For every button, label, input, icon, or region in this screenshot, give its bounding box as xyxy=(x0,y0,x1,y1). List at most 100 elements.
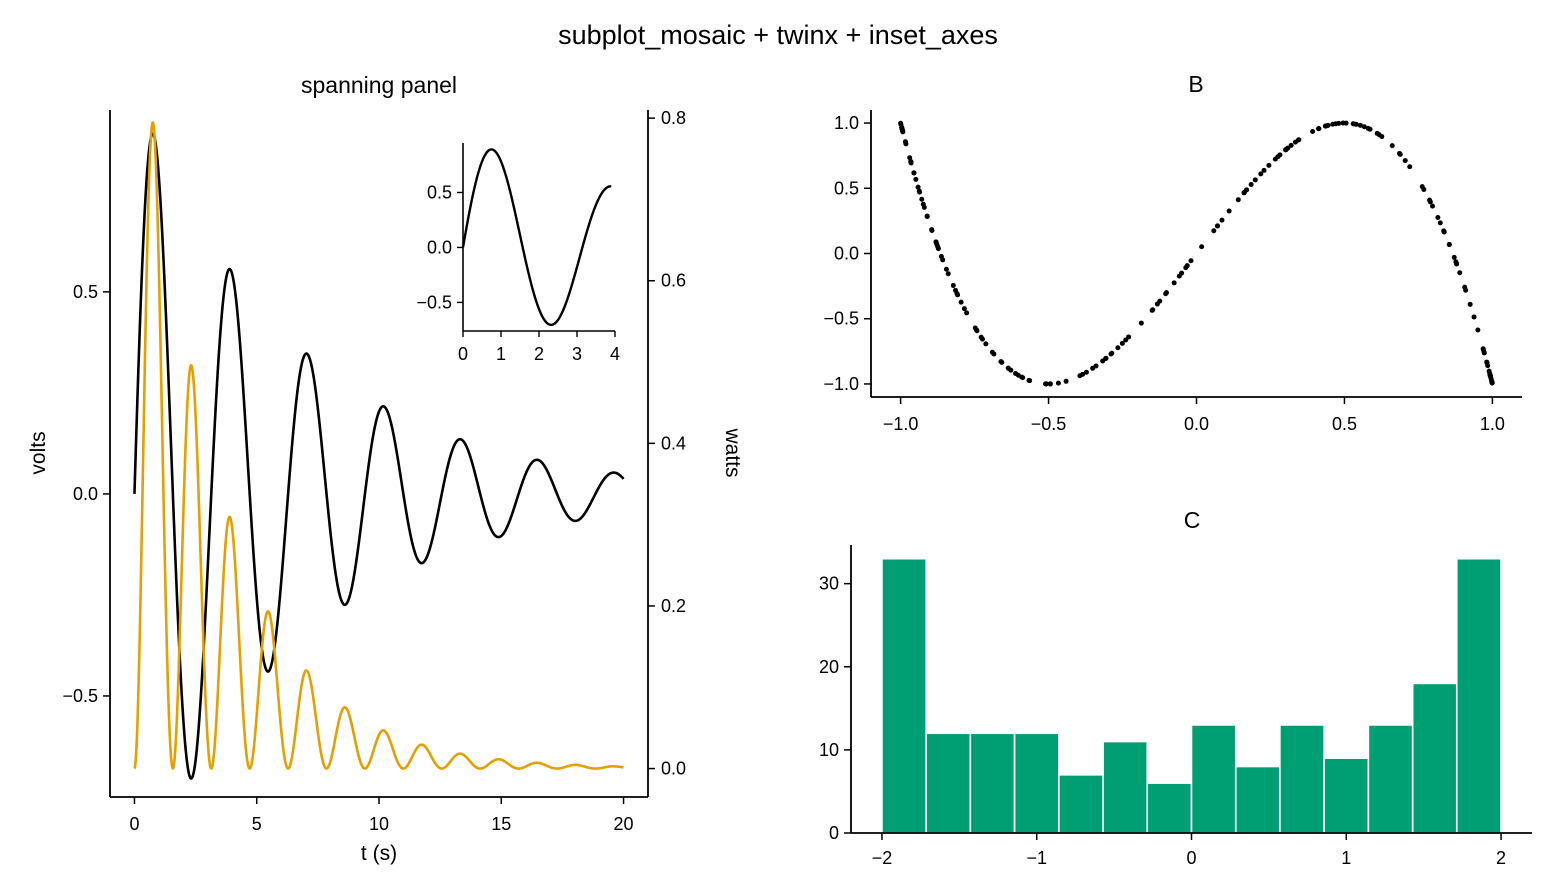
scatter-point xyxy=(1421,187,1427,193)
scatter-point xyxy=(958,299,964,305)
scatter-point xyxy=(1063,378,1069,384)
panel-c-ytick-label: 20 xyxy=(819,657,839,677)
panel-b-ytick-label: −0.5 xyxy=(823,309,859,329)
scatter-point xyxy=(1463,287,1469,293)
inset-xtick-label: 1 xyxy=(496,344,506,364)
histogram-bar xyxy=(1455,557,1502,834)
scatter-point xyxy=(989,349,995,355)
scatter-point xyxy=(1330,121,1336,127)
scatter-point xyxy=(1215,223,1221,229)
scatter-point xyxy=(1397,151,1403,157)
panel-a-y2tick-label: 0.6 xyxy=(661,271,686,291)
panel-b-xtick-label: −1.0 xyxy=(883,414,919,434)
figure-suptitle: subplot_mosaic + twinx + inset_axes xyxy=(558,20,998,50)
scatter-point xyxy=(1109,350,1115,356)
histogram-bar xyxy=(1058,774,1104,834)
panel-c-xtick-label: 0 xyxy=(1186,848,1196,868)
scatter-point xyxy=(1123,337,1129,343)
panel-c-xtick-label: 1 xyxy=(1341,848,1351,868)
panel-a-y2tick-label: 0.8 xyxy=(661,108,686,128)
panel-a-title: spanning panel xyxy=(301,72,457,98)
scatter-point xyxy=(1285,145,1291,151)
scatter-point xyxy=(945,271,951,277)
scatter-point xyxy=(1115,345,1121,351)
panel-a-xtick-label: 15 xyxy=(491,814,511,834)
scatter-point xyxy=(1481,348,1487,354)
panel-b-xtick-label: 1.0 xyxy=(1480,414,1505,434)
scatter-point xyxy=(1199,244,1205,250)
scatter-point xyxy=(955,292,961,298)
scatter-point xyxy=(1244,187,1250,193)
scatter-point xyxy=(921,204,927,210)
panel-a-ytick-label: 0.5 xyxy=(73,282,98,302)
scatter-point xyxy=(974,327,980,333)
scatter-point xyxy=(938,254,944,260)
inset-xtick-label: 2 xyxy=(534,344,544,364)
inset-xtick-label: 4 xyxy=(610,344,620,364)
scatter-point xyxy=(933,240,939,246)
panel-a-xlabel: t (s) xyxy=(361,842,397,865)
scatter-point xyxy=(1090,365,1096,371)
scatter-point xyxy=(1402,158,1408,164)
scatter-point xyxy=(1471,314,1477,320)
inset-ytick-label: 0.5 xyxy=(427,182,452,202)
scatter-point xyxy=(919,196,925,202)
histogram-bar xyxy=(969,732,1016,834)
scatter-point xyxy=(1292,139,1298,145)
scatter-point xyxy=(1288,142,1294,148)
scatter-point xyxy=(1258,171,1264,177)
scatter-point xyxy=(1055,380,1061,386)
scatter-point xyxy=(950,282,956,288)
histogram-bar xyxy=(1013,732,1060,834)
scatter-point xyxy=(1487,373,1493,379)
scatter-point xyxy=(1043,381,1049,387)
scatter-point xyxy=(1435,214,1441,220)
scatter-point xyxy=(1006,365,1012,371)
series-line-volts xyxy=(133,132,625,780)
panel-a-xtick-label: 20 xyxy=(614,814,634,834)
scatter-point xyxy=(1407,164,1413,170)
scatter-point xyxy=(1427,199,1433,205)
scatter-point xyxy=(911,170,917,176)
scatter-point xyxy=(1310,128,1316,134)
panel-b-scatter: B −1.0 −0.5 0.0 0.5 1.0 −1.0 −0.5 0.0 0.5 1.0 xyxy=(823,71,1522,434)
panel-c-ytick-label: 30 xyxy=(819,574,839,594)
scatter-point xyxy=(1441,229,1447,235)
scatter-point xyxy=(1047,381,1053,387)
panel-a-y2tick-label: 0.4 xyxy=(661,433,686,453)
scatter-point xyxy=(1340,120,1346,126)
scatter-point xyxy=(979,336,985,342)
scatter-point xyxy=(908,158,914,164)
scatter-point xyxy=(1119,340,1125,346)
inset-ytick-label: 0.0 xyxy=(427,237,452,257)
scatter-point xyxy=(953,287,959,293)
scatter-point xyxy=(1457,270,1463,276)
panel-b-xtick-label: 0.5 xyxy=(1332,414,1357,434)
inset-xtick-label: 0 xyxy=(458,344,468,364)
scatter-point xyxy=(1219,217,1225,223)
scatter-point xyxy=(1176,273,1182,279)
scatter-point xyxy=(924,214,930,220)
scatter-point xyxy=(1154,301,1160,307)
inset-ytick-label: −0.5 xyxy=(416,292,452,312)
panel-a-ytick-label: 0.0 xyxy=(73,484,98,504)
scatter-point xyxy=(1020,375,1026,381)
scatter-point xyxy=(1437,220,1443,226)
scatter-point xyxy=(1188,258,1194,264)
histogram-bar xyxy=(1146,782,1193,834)
scatter-point xyxy=(1389,143,1395,149)
panel-c-xtick-label: −1 xyxy=(1026,848,1047,868)
panel-a-y2label: watts xyxy=(721,427,744,477)
scatter-point xyxy=(1163,290,1169,296)
histogram-bar xyxy=(925,732,972,834)
scatter-point xyxy=(1275,154,1281,160)
panel-a-xtick-label: 0 xyxy=(129,814,139,834)
scatter-point xyxy=(917,189,923,195)
scatter-point xyxy=(1351,121,1357,127)
scatter-point xyxy=(1226,208,1232,214)
inset-xtick-label: 3 xyxy=(572,344,582,364)
scatter-point xyxy=(983,341,989,347)
scatter-point xyxy=(1026,377,1032,383)
histogram-bar xyxy=(1411,682,1458,834)
